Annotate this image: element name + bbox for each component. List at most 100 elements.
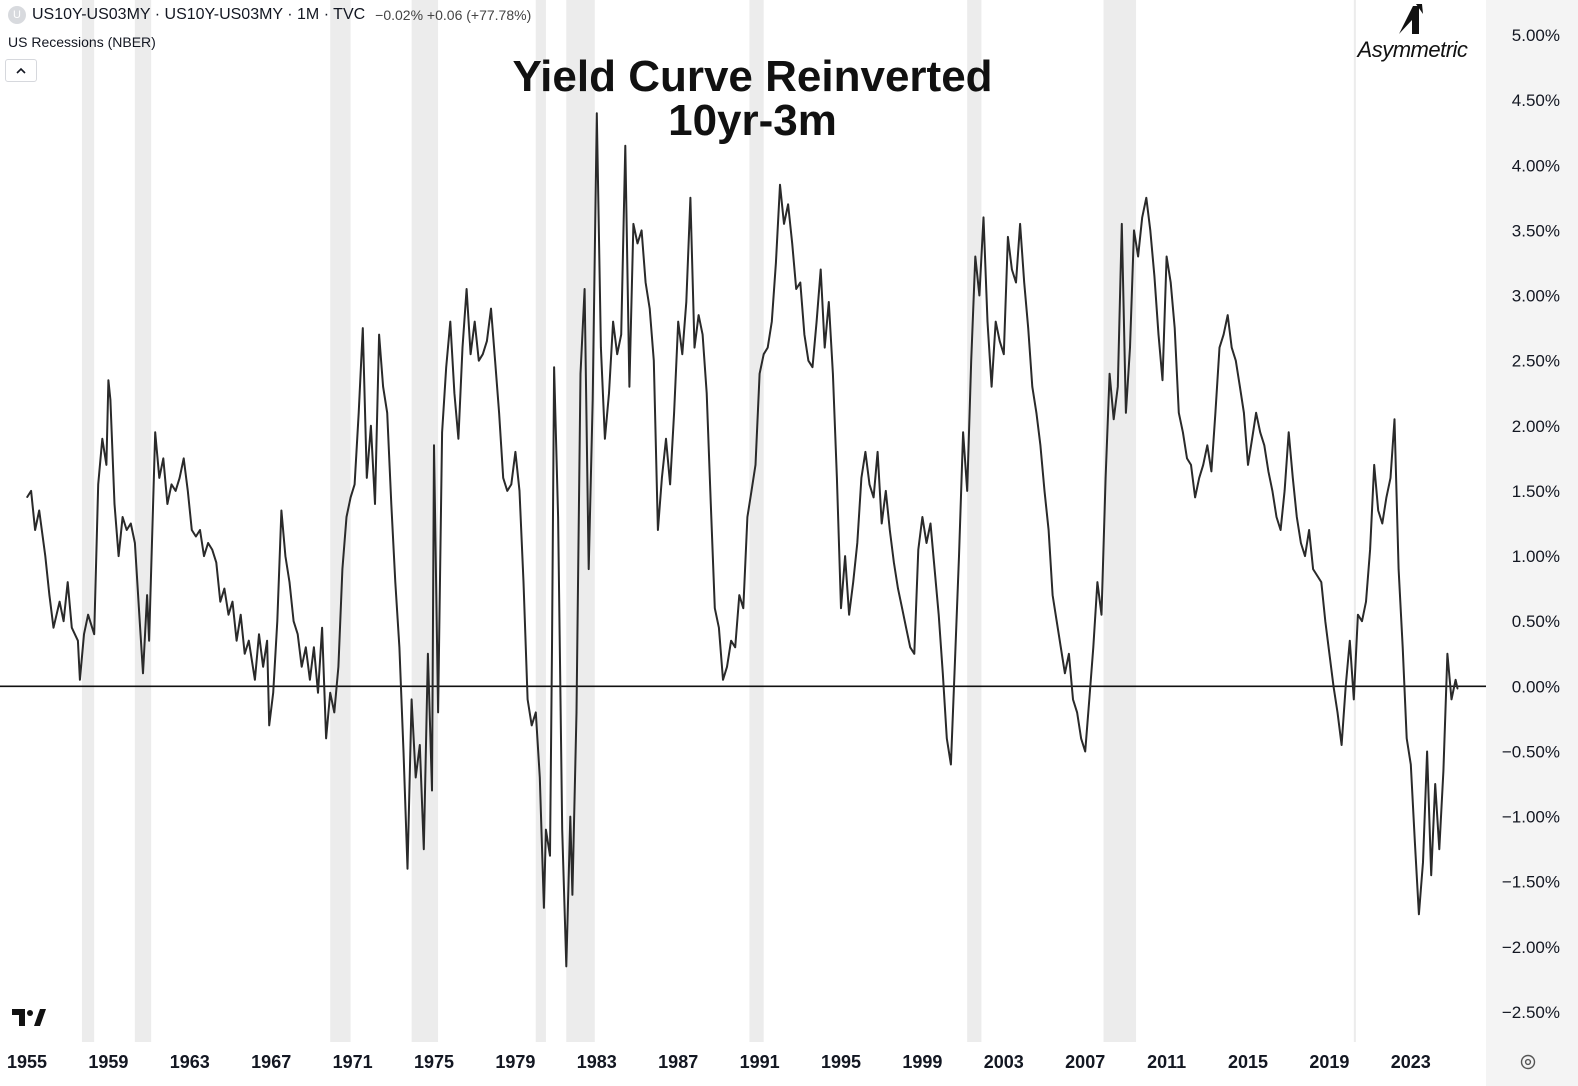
data-point [1194,496,1196,499]
data-point [702,334,704,336]
data-point [288,581,291,583]
data-point [1361,620,1363,622]
data-point [79,679,81,681]
data-point [872,496,875,499]
data-point [1446,653,1449,655]
symbol-icon[interactable]: U [8,6,26,24]
y-tick-label: 0.50% [1512,612,1560,631]
data-point [966,490,968,492]
data-point [539,776,541,779]
data-point [799,281,801,284]
data-point [1064,672,1066,674]
data-point [677,320,679,323]
data-point [1068,653,1070,655]
data-point [433,444,435,446]
data-point [1308,529,1310,531]
data-point [1341,744,1343,746]
y-axis-ticks: 5.00% 4.50% 4.00% 3.50% 3.00% 2.50% 2.00% 1.50%… [1502,26,1560,1022]
data-point [58,601,61,603]
data-point [1157,334,1160,336]
y-tick-label: 2.00% [1512,417,1560,436]
data-point [333,711,335,713]
data-point [187,490,189,492]
data-point [345,516,348,518]
collapse-button[interactable] [5,59,37,82]
price-axis-panel[interactable] [1486,0,1578,1086]
series-line[interactable] [26,112,1459,968]
data-point [1320,581,1322,583]
data-point [1336,711,1339,713]
data-point [394,581,396,583]
data-point [775,262,777,264]
data-point [1003,353,1005,355]
data-point [549,855,551,857]
data-point [913,653,915,655]
data-point [223,588,225,590]
y-tick-label: 3.50% [1512,221,1560,240]
data-point [38,509,40,512]
data-point [763,353,765,355]
data-point [1080,737,1082,740]
symbol-line[interactable]: US10Y-US03MY · US10Y-US03MY · 1M · TVC [32,6,366,23]
data-point [889,529,891,531]
data-point [1259,431,1261,433]
y-tick-label: −0.50% [1502,742,1560,761]
y-tick-label: 5.00% [1512,26,1560,45]
data-point [1426,750,1428,753]
data-point [142,672,144,674]
data-point [1397,568,1400,570]
data-point [215,561,217,564]
x-tick-label: 1967 [251,1052,291,1072]
data-point [349,496,352,499]
data-point [1047,529,1050,531]
data-point [864,451,867,453]
data-point [575,711,578,713]
data-point [358,412,360,414]
data-point [1084,750,1086,753]
data-point [978,294,980,297]
data-point [820,268,822,271]
data-point [1153,275,1155,277]
data-point [710,503,712,505]
data-point [522,581,525,583]
data-point [284,555,287,557]
data-point [836,477,838,479]
data-point [620,334,622,336]
data-point [600,347,602,349]
data-point [640,229,643,231]
data-point [254,679,256,681]
settings-icon[interactable] [1518,1052,1538,1072]
data-point [942,672,944,674]
data-point [191,529,193,531]
data-point [1381,522,1383,525]
data-point [535,711,537,713]
data-point [195,535,197,538]
data-point [390,503,392,505]
data-point [1056,620,1058,622]
indicator-label[interactable]: US Recessions (NBER) [8,34,156,50]
data-point [783,223,785,225]
data-point [1088,698,1090,700]
data-point [1190,464,1192,466]
data-point [449,320,451,323]
data-point [325,737,327,740]
data-point [1104,477,1107,479]
data-point [411,698,413,700]
y-tick-label: 3.00% [1512,287,1560,306]
tradingview-logo-icon[interactable] [12,1009,46,1027]
data-point [419,744,421,746]
data-point [490,307,492,310]
data-point [958,555,960,557]
data-point [897,588,899,590]
data-point [1434,783,1436,785]
data-point [378,334,380,336]
asymmetric-logo-icon [1398,4,1423,34]
data-point [608,392,610,394]
recession-band [749,0,764,1042]
data-point [1141,216,1143,218]
data-point [83,633,85,635]
data-point [1145,197,1147,199]
data-point [1133,229,1135,231]
data-point [240,614,242,616]
